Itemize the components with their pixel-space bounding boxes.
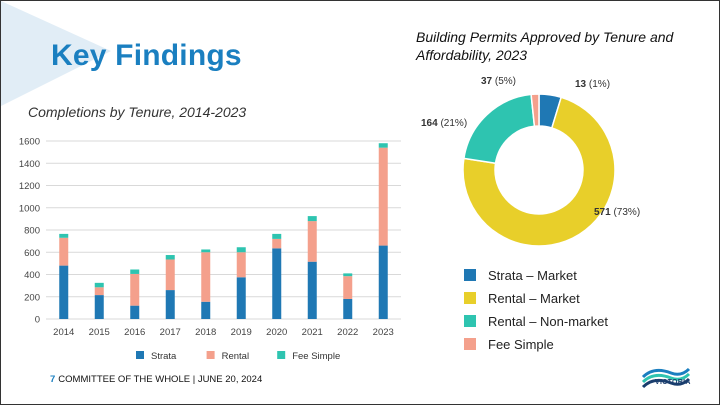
wave-logo-icon: [641, 367, 691, 389]
x-tick-label: 2014: [53, 327, 74, 338]
donut-legend-item: Fee Simple: [464, 336, 554, 352]
x-tick-label: 2017: [160, 327, 181, 338]
bar-segment-fee-simple: [343, 273, 353, 277]
donut-legend-item: Strata – Market: [464, 267, 577, 283]
legend-swatch: [277, 351, 286, 359]
legend-label: Strata: [151, 351, 177, 362]
footer: 7 COMMITTEE OF THE WHOLE | JUNE 20, 2024: [50, 374, 262, 385]
bar-segment-strata: [272, 248, 282, 319]
bar-segment-strata: [94, 295, 104, 319]
y-tick-label: 1000: [19, 203, 40, 214]
footer-page-number: 7: [50, 374, 56, 385]
donut-slice-rental-non-market: [463, 93, 536, 165]
legend-swatch: [464, 269, 476, 281]
bar-segment-strata: [201, 301, 211, 319]
bar-segment-rental: [130, 273, 140, 306]
legend-swatch: [464, 338, 476, 350]
bar-segment-strata: [307, 261, 317, 319]
donut-data-label: 37 (5%): [481, 76, 516, 87]
page-title: Key Findings: [51, 39, 242, 72]
y-tick-label: 600: [24, 248, 40, 259]
x-tick-label: 2020: [266, 327, 287, 338]
legend-label: Rental: [222, 351, 249, 362]
donut-chart-title: Building Permits Approved by Tenure and …: [416, 29, 674, 63]
y-tick-label: 1400: [19, 159, 40, 170]
bar-segment-strata: [59, 265, 69, 319]
donut-data-label: 164 (21%): [421, 118, 467, 129]
x-tick-label: 2019: [231, 327, 252, 338]
donut-data-label: 13 (1%): [575, 79, 610, 90]
bar-segment-rental: [201, 252, 211, 302]
legend-swatch: [464, 292, 476, 304]
bar-segment-strata: [165, 290, 175, 319]
y-tick-label: 1600: [19, 137, 40, 148]
bar-segment-fee-simple: [94, 282, 104, 288]
legend-label: Strata – Market: [488, 267, 577, 283]
legend-label: Rental – Non-market: [488, 313, 608, 329]
bar-segment-rental: [272, 238, 282, 249]
x-tick-label: 2022: [337, 327, 358, 338]
donut-slice-rental-market: [462, 96, 616, 247]
y-tick-label: 1200: [19, 181, 40, 192]
bar-segment-strata: [378, 245, 388, 319]
donut-legend-item: Rental – Non-market: [464, 313, 608, 329]
y-tick-label: 200: [24, 292, 40, 303]
legend-swatch: [464, 315, 476, 327]
bar-segment-fee-simple: [272, 233, 282, 239]
bar-segment-rental: [236, 252, 246, 278]
bar-segment-rental: [343, 276, 353, 299]
footer-text: COMMITTEE OF THE WHOLE | JUNE 20, 2024: [58, 374, 263, 385]
bar-segment-fee-simple: [165, 255, 175, 260]
legend-label: Fee Simple: [292, 351, 340, 362]
x-tick-label: 2023: [373, 327, 394, 338]
bar-segment-fee-simple: [307, 216, 317, 222]
bar-chart-title: Completions by Tenure, 2014-2023: [28, 104, 247, 120]
bar-segment-rental: [59, 237, 69, 266]
bar-segment-rental: [378, 147, 388, 246]
bar-segment-rental: [165, 259, 175, 291]
x-tick-label: 2021: [302, 327, 323, 338]
bar-segment-fee-simple: [236, 247, 246, 253]
logo-text: VICTORIA: [655, 379, 691, 386]
legend-label: Rental – Market: [488, 290, 580, 306]
y-tick-label: 0: [35, 315, 40, 326]
bar-segment-fee-simple: [59, 233, 69, 238]
y-tick-label: 800: [24, 226, 40, 237]
donut-slice-fee-simple: [530, 93, 540, 128]
donut-chart: 37 (5%) 571 (73%) 164 (21%) 13 (1%): [421, 76, 640, 247]
bar-segment-strata: [130, 305, 140, 319]
x-tick-label: 2018: [195, 327, 216, 338]
legend-swatch: [136, 351, 144, 359]
bar-segment-fee-simple: [378, 143, 388, 148]
bar-segment-strata: [236, 277, 246, 319]
bar-segment-fee-simple: [130, 269, 140, 274]
donut-data-label: 571 (73%): [594, 207, 640, 218]
bar-segment-rental: [94, 287, 104, 296]
corner-decoration: [1, 1, 111, 106]
donut-legend-item: Rental – Market: [464, 290, 580, 306]
bar-segment-strata: [343, 298, 353, 319]
bar-segment-rental: [307, 221, 317, 262]
x-tick-label: 2015: [89, 327, 110, 338]
bar-segment-fee-simple: [201, 249, 211, 253]
y-tick-label: 400: [24, 270, 40, 281]
legend-swatch: [206, 351, 215, 359]
legend-label: Fee Simple: [488, 336, 554, 352]
bar-chart: 0 200 400 600 800 1000 1200 1400 1600 2014 2015 201…: [19, 137, 401, 362]
x-tick-label: 2016: [124, 327, 145, 338]
